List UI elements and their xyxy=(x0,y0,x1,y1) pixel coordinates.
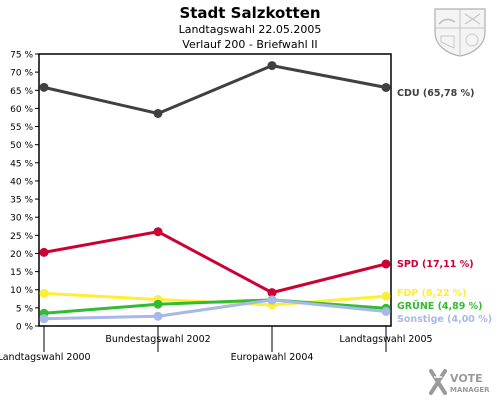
y-tick-label: 55 % xyxy=(10,123,33,133)
data-point-fdp xyxy=(381,291,391,301)
data-point-spd xyxy=(267,288,277,298)
logo-text-manager: MANAGER xyxy=(450,386,490,394)
data-point-sonstige xyxy=(153,311,163,321)
y-tick-label: 40 % xyxy=(10,177,33,187)
series-line-sonstige xyxy=(43,298,387,321)
y-tick-label: 20 % xyxy=(10,250,33,260)
series-label-sonstige: Sonstige (4,00 %) xyxy=(397,314,492,325)
data-point-spd xyxy=(381,259,391,269)
series-label-fdp: FDP (8,22 %) xyxy=(397,288,467,299)
data-point-cdu xyxy=(381,82,391,92)
data-point-spd xyxy=(39,247,49,257)
series-line-gr-ne xyxy=(43,298,387,315)
series-label-cdu: CDU (65,78 %) xyxy=(397,88,474,99)
series-points xyxy=(39,61,391,324)
y-tick-label: 50 % xyxy=(10,141,33,151)
data-point-sonstige xyxy=(267,295,277,305)
data-point-gr-ne xyxy=(153,299,163,309)
data-point-sonstige xyxy=(381,306,391,316)
y-tick-label: 70 % xyxy=(10,69,33,79)
chart-subtitle-variant: Verlauf 200 - Briefwahl II xyxy=(182,38,318,51)
data-point-sonstige xyxy=(39,314,49,324)
y-tick-label: 10 % xyxy=(10,286,33,296)
y-axis: 0 % 5 % 10 % 15 % 20 % 25 % 30 % 35 % 40 % 45 % 50… xyxy=(10,51,39,333)
series-labels: CDU (65,78 %) SPD (17,11 %) FDP (8,22 %) GR… xyxy=(397,88,492,325)
coat-of-arms-icon xyxy=(434,8,486,57)
logo-text-vote: VOTE xyxy=(450,372,483,385)
series-line-spd xyxy=(43,230,387,295)
plot-area xyxy=(38,53,392,327)
y-tick-label: 65 % xyxy=(10,87,33,97)
data-point-cdu xyxy=(267,61,277,71)
data-point-cdu xyxy=(39,82,49,92)
y-tick-label: 25 % xyxy=(10,232,33,242)
series-lines xyxy=(43,64,387,321)
y-tick-label: 15 % xyxy=(10,268,33,278)
y-tick-label: 75 % xyxy=(10,51,33,61)
series-label-spd: SPD (17,11 %) xyxy=(397,259,474,270)
chart-subtitle-date: Landtagswahl 22.05.2005 xyxy=(178,23,322,36)
data-point-spd xyxy=(153,227,163,237)
y-tick-label: 5 % xyxy=(16,304,34,314)
y-tick-label: 30 % xyxy=(10,214,33,224)
vote-manager-logo-icon: VOTE MANAGER xyxy=(429,369,490,395)
x-tick-label: Europawahl 2004 xyxy=(231,352,314,363)
y-tick-label: 60 % xyxy=(10,105,33,115)
chart-title: Stadt Salzkotten xyxy=(179,4,321,22)
x-tick-label: Bundestagswahl 2002 xyxy=(105,334,210,345)
series-label-gr-ne: GRÜNE (4,89 %) xyxy=(397,301,483,312)
series-line-cdu xyxy=(43,64,387,115)
x-tick-label: Landtagswahl 2000 xyxy=(0,352,91,363)
y-tick-label: 45 % xyxy=(10,159,33,169)
y-tick-label: 35 % xyxy=(10,196,33,206)
data-point-fdp xyxy=(39,288,49,298)
y-tick-label: 0 % xyxy=(16,323,34,333)
x-tick-label: Landtagswahl 2005 xyxy=(339,334,432,345)
x-axis: Landtagswahl 2000 Bundestagswahl 2002 Euro… xyxy=(0,326,433,363)
data-point-cdu xyxy=(153,108,163,118)
